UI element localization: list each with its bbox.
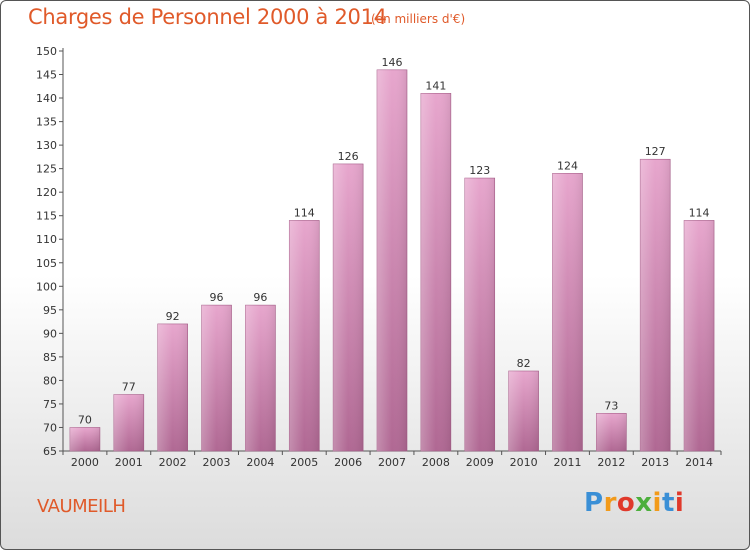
bar-value-label: 146 — [382, 56, 403, 69]
x-tick-label: 2007 — [378, 456, 406, 469]
y-tick-label: 85 — [43, 351, 57, 364]
bar-value-label: 77 — [122, 381, 136, 394]
bar-shade-2006 — [333, 163, 364, 452]
commune-name: VAUMEILH — [37, 496, 126, 517]
bar-shade-2003 — [201, 305, 232, 451]
y-tick-label: 65 — [43, 445, 57, 458]
logo-letter: i — [674, 488, 685, 518]
y-tick-label: 140 — [36, 92, 57, 105]
chart-subtitle: (en milliers d'€) — [371, 12, 466, 26]
bar-value-label: 141 — [425, 79, 446, 92]
x-tick-label: 2006 — [334, 456, 362, 469]
y-tick-label: 110 — [36, 233, 57, 246]
x-tick-label: 2010 — [510, 456, 538, 469]
x-tick-label: 2009 — [466, 456, 494, 469]
bar-value-label: 123 — [469, 164, 490, 177]
bar-value-label: 124 — [557, 159, 578, 172]
bar-value-label: 114 — [689, 206, 710, 219]
bar-value-label: 114 — [294, 206, 315, 219]
bar-shade-2002 — [157, 323, 188, 451]
x-tick-label: 2014 — [685, 456, 713, 469]
proxiti-logo[interactable]: Proxiti — [584, 488, 684, 518]
bar-shade-2011 — [552, 173, 583, 451]
y-tick-label: 70 — [43, 421, 57, 434]
y-tick-label: 125 — [36, 163, 57, 176]
bar-shade-2005 — [289, 220, 320, 451]
logo-letter: P — [584, 488, 604, 518]
bar-shade-2013 — [640, 159, 671, 451]
x-tick-label: 2002 — [159, 456, 187, 469]
logo-letter: x — [635, 488, 653, 518]
bar-shade-2012 — [596, 413, 627, 451]
y-tick-label: 75 — [43, 398, 57, 411]
logo-letter: o — [616, 488, 636, 518]
y-tick-label: 115 — [36, 210, 57, 223]
bar-shade-2001 — [113, 394, 144, 451]
bar-value-label: 73 — [604, 399, 618, 412]
y-tick-label: 150 — [36, 45, 57, 58]
y-tick-label: 100 — [36, 280, 57, 293]
y-tick-label: 145 — [36, 69, 57, 82]
bar-value-label: 126 — [338, 150, 359, 163]
bar-shade-2007 — [377, 69, 407, 451]
chart-title: Charges de Personnel 2000 à 2014 — [28, 5, 387, 29]
y-tick-label: 135 — [36, 116, 57, 129]
bar-value-label: 70 — [78, 413, 92, 426]
x-tick-label: 2008 — [422, 456, 450, 469]
bar-value-label: 82 — [517, 357, 531, 370]
y-tick-label: 90 — [43, 327, 57, 340]
x-tick-label: 2012 — [597, 456, 625, 469]
y-tick-label: 80 — [43, 374, 57, 387]
bar-shade-2004 — [245, 305, 276, 451]
x-tick-label: 2000 — [71, 456, 99, 469]
x-tick-label: 2013 — [641, 456, 669, 469]
logo-letter: t — [661, 488, 675, 518]
bar-shade-2010 — [508, 371, 539, 451]
y-tick-label: 130 — [36, 139, 57, 152]
bar-shade-2014 — [684, 220, 715, 451]
logo-letter: i — [652, 488, 662, 518]
x-tick-label: 2011 — [553, 456, 581, 469]
bar-value-label: 92 — [166, 310, 180, 323]
y-tick-label: 105 — [36, 257, 57, 270]
x-tick-label: 2005 — [290, 456, 318, 469]
bar-value-label: 127 — [645, 145, 666, 158]
x-tick-label: 2001 — [115, 456, 143, 469]
y-tick-label: 120 — [36, 186, 57, 199]
y-tick-label: 95 — [43, 304, 57, 317]
logo-letter: r — [603, 488, 617, 518]
bar-shade-2008 — [420, 93, 451, 452]
bar-value-label: 96 — [253, 291, 267, 304]
bar-value-label: 96 — [210, 291, 224, 304]
x-tick-label: 2004 — [246, 456, 274, 469]
x-tick-label: 2003 — [203, 456, 231, 469]
bar-shade-2009 — [464, 178, 495, 451]
bar-shade-2000 — [69, 427, 100, 451]
